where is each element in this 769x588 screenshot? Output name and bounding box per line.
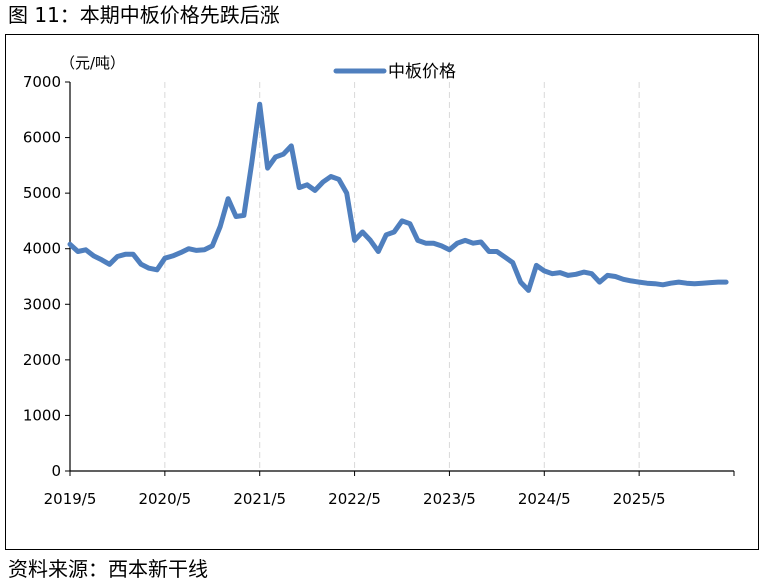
y-tick-label: 7000 [23, 73, 61, 91]
y-tick-label: 5000 [23, 184, 61, 202]
x-tick-label: 2022/5 [328, 490, 381, 508]
chart-frame [5, 34, 759, 550]
y-ticks: 0 1000 2000 3000 4000 5000 6000 7000 [23, 73, 70, 480]
series-line-zhongban-price [67, 101, 729, 293]
x-tick-label: 2019/5 [44, 490, 97, 508]
y-tick-label: 0 [51, 462, 61, 480]
y-axis-unit-label: （元/吨） [60, 54, 125, 72]
x-tick-label: 2020/5 [138, 490, 191, 508]
figure-title: 图 11：本期中板价格先跌后涨 [8, 3, 280, 27]
axes [69, 82, 734, 472]
y-tick-label: 6000 [23, 129, 61, 147]
x-ticks: 2019/5 2020/5 2021/5 2022/5 2023/5 2024/5 2025… [44, 471, 735, 508]
y-tick-label: 2000 [23, 351, 61, 369]
y-tick-label: 3000 [23, 295, 61, 313]
legend-label: 中板价格 [388, 62, 456, 82]
y-tick-label: 1000 [23, 406, 61, 424]
x-tick-label: 2024/5 [518, 490, 571, 508]
source-note: 资料来源：西本新干线 [8, 557, 208, 581]
series-lines [67, 101, 729, 293]
y-tick-label: 4000 [23, 240, 61, 258]
x-tick-label: 2025/5 [613, 490, 666, 508]
x-tick-label: 2023/5 [423, 490, 476, 508]
x-tick-label: 2021/5 [233, 490, 286, 508]
legend: 中板价格 [333, 62, 456, 82]
gridlines [164, 82, 640, 471]
